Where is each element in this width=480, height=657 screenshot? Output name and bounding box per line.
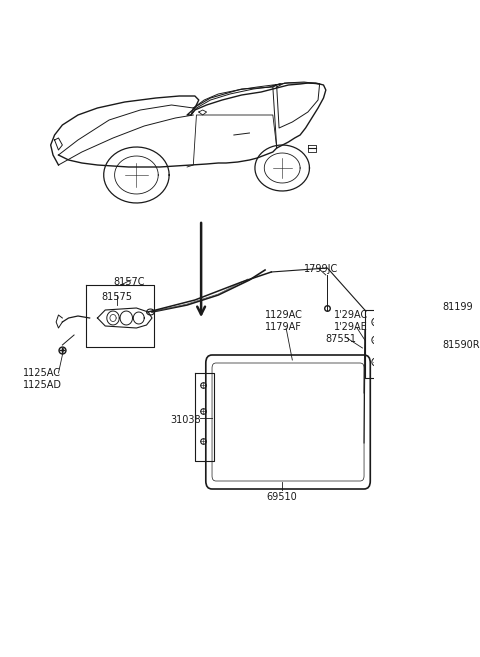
Text: 31038: 31038: [170, 415, 201, 425]
Text: 1179AF: 1179AF: [265, 322, 302, 332]
Text: 1799JC: 1799JC: [304, 264, 338, 274]
Text: 69510: 69510: [267, 492, 298, 502]
Text: 8157C: 8157C: [113, 277, 144, 287]
Text: 81199: 81199: [443, 302, 473, 312]
Text: 1129AC: 1129AC: [265, 310, 303, 320]
Text: 81590R: 81590R: [443, 340, 480, 350]
Text: 1'29AC: 1'29AC: [334, 310, 368, 320]
Text: 87551: 87551: [326, 334, 357, 344]
Text: 1125AD: 1125AD: [24, 380, 62, 390]
Text: 1'29AE: 1'29AE: [334, 322, 367, 332]
Text: 1125AC: 1125AC: [24, 368, 61, 378]
Text: 81575: 81575: [101, 292, 132, 302]
